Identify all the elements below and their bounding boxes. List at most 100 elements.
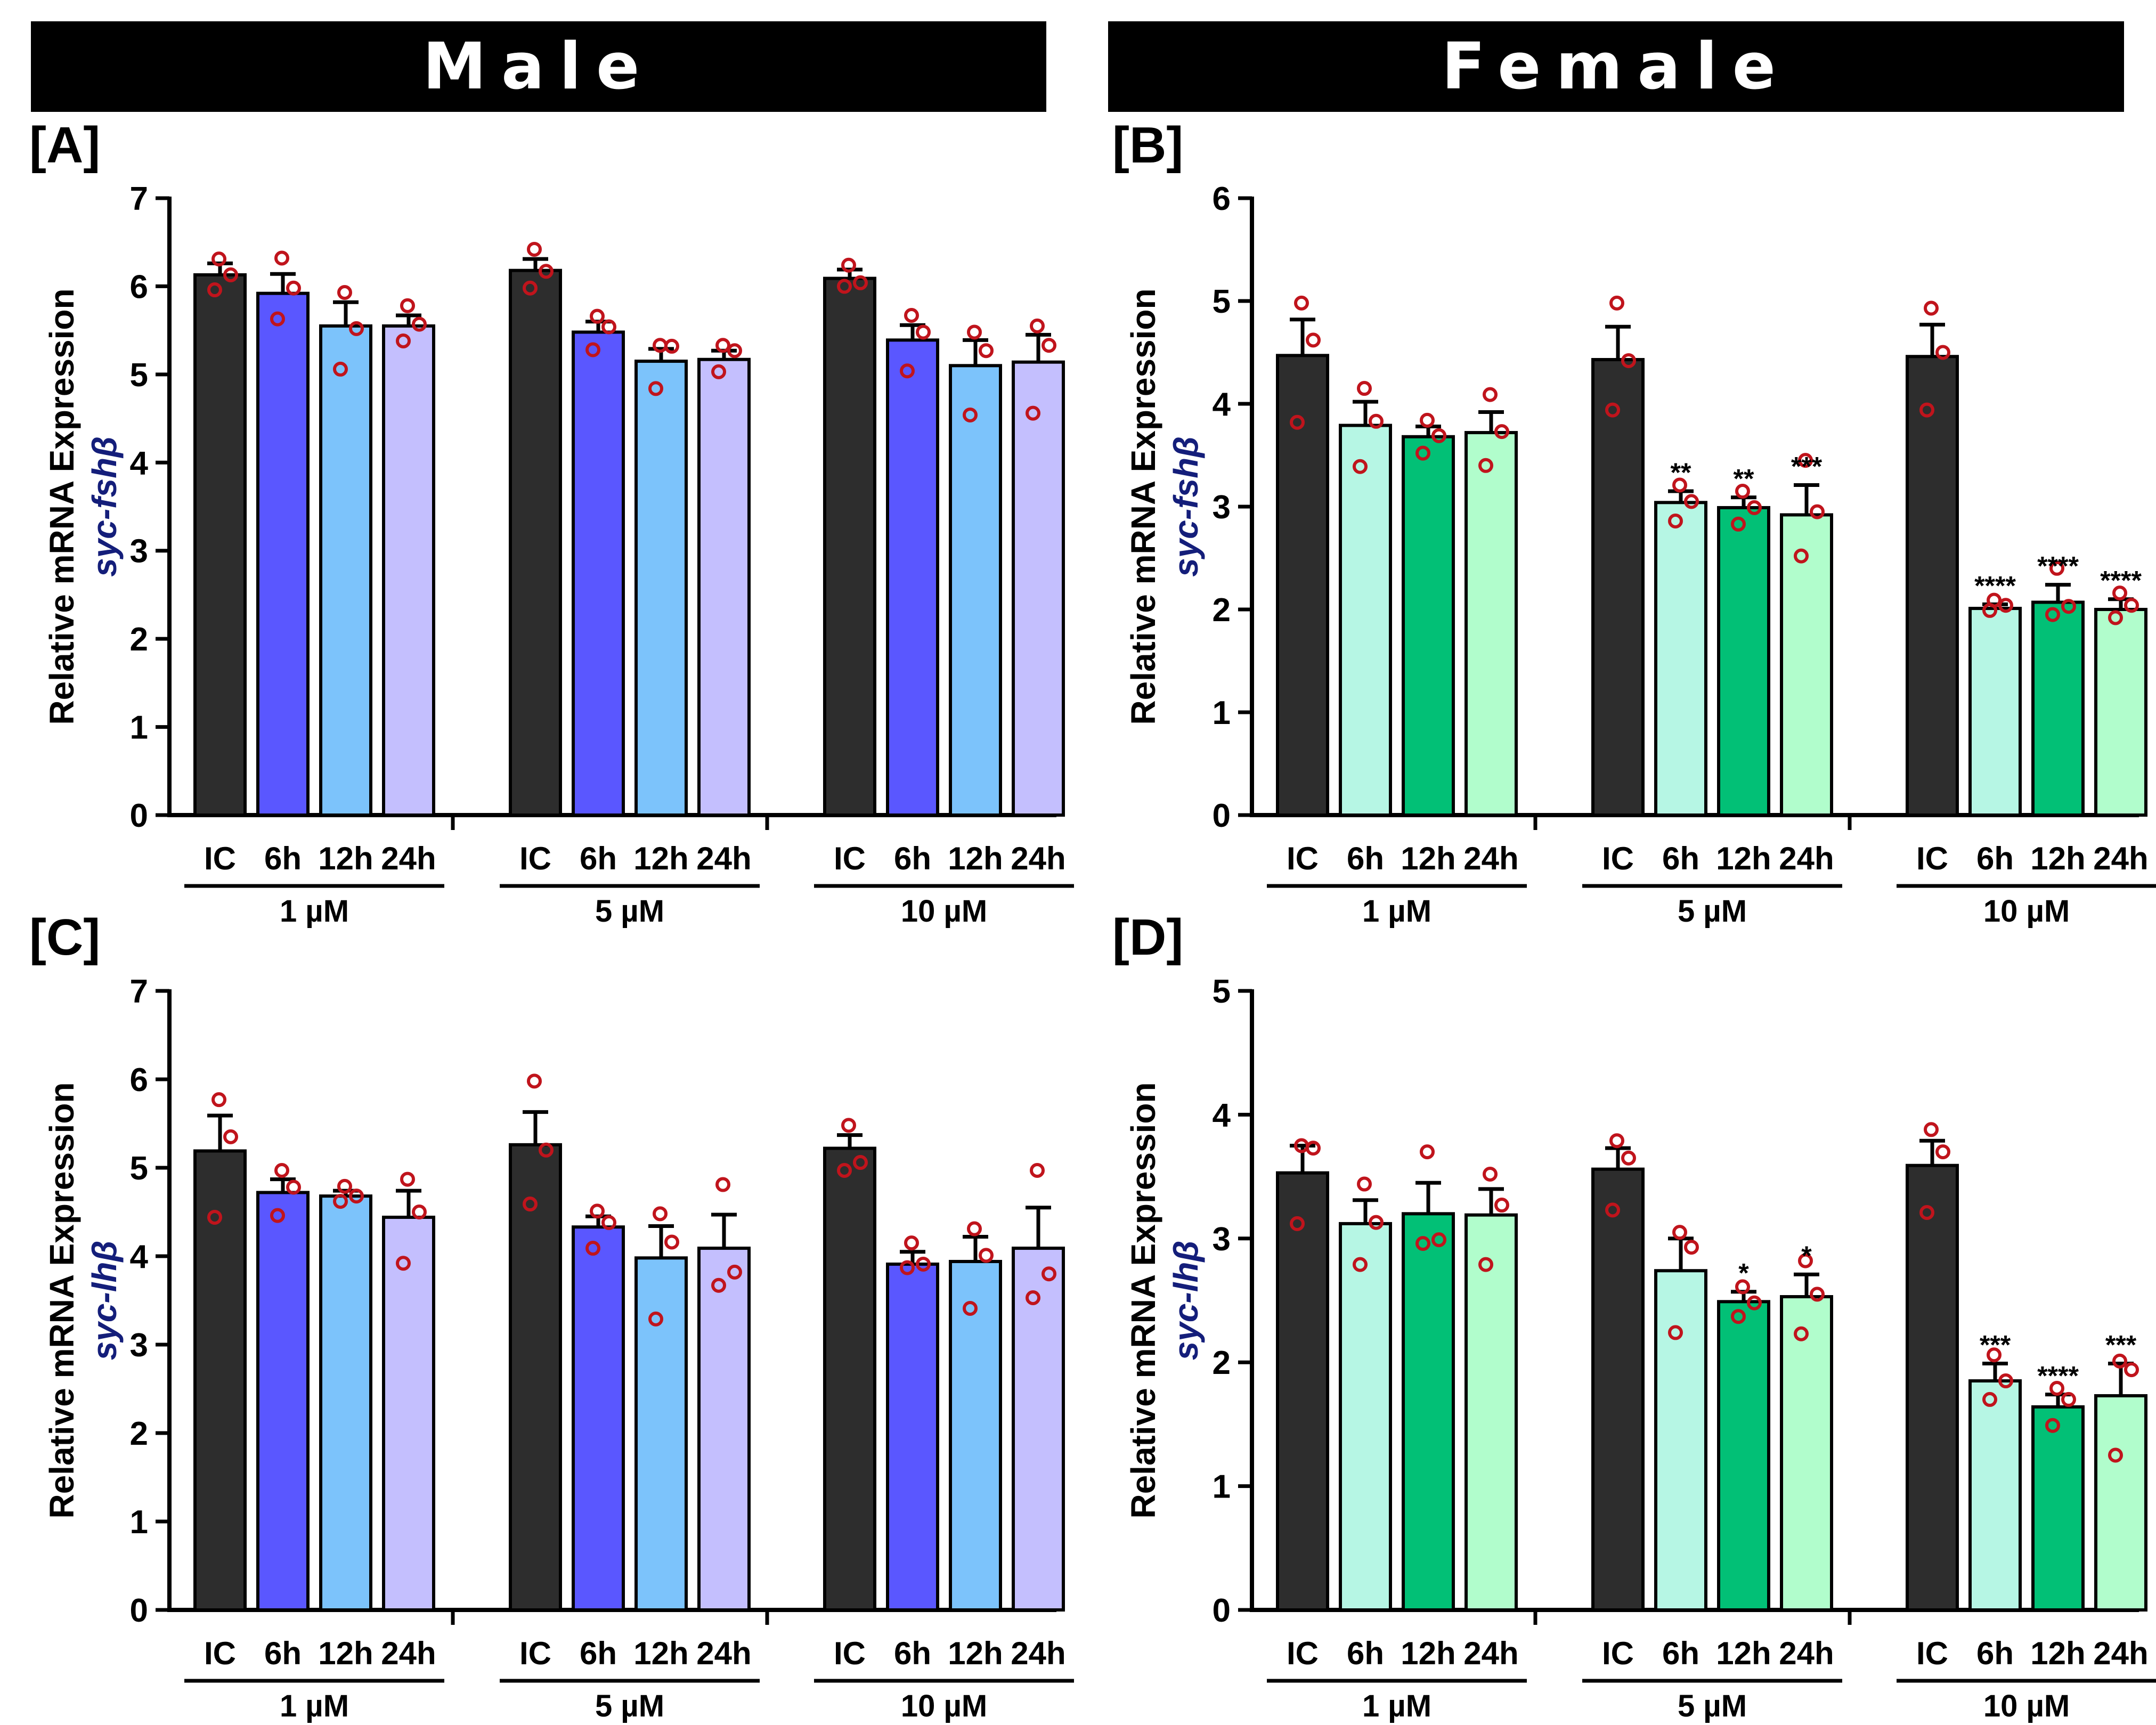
data-point (1369, 1215, 1384, 1230)
bar (886, 338, 939, 817)
x-tick-label: 24h (1463, 1636, 1518, 1671)
y-tick-label: 3 (1213, 489, 1231, 526)
data-point (664, 338, 679, 354)
y-tick-label: 5 (1213, 283, 1231, 320)
significance-label: **** (2037, 1361, 2079, 1391)
y-tick-label: 6 (130, 268, 148, 305)
data-point (2112, 1353, 2127, 1369)
data-point (1483, 1166, 1498, 1182)
data-point (1919, 1205, 1934, 1220)
group-label: 5 µM (595, 1689, 664, 1723)
x-tick-label: 6h (1347, 1636, 1384, 1671)
male-banner: Male (31, 21, 1046, 112)
data-point (979, 343, 994, 359)
x-tick-label: 6h (580, 841, 617, 876)
bar (2031, 600, 2085, 817)
data-point (2045, 607, 2060, 622)
data-point (1294, 295, 1309, 311)
bar (634, 1256, 688, 1612)
y-tick-label: 4 (1213, 386, 1231, 423)
data-point (904, 1235, 919, 1251)
data-point (967, 1221, 982, 1236)
bar (823, 276, 876, 817)
data-point (1415, 445, 1430, 461)
bar (949, 364, 1002, 817)
bar (697, 1247, 751, 1612)
data-point (1998, 598, 2013, 613)
bar (1780, 1295, 1833, 1612)
x-tick-label: IC (1916, 841, 1948, 876)
data-point (1798, 453, 1813, 468)
data-point (1684, 1240, 1699, 1255)
data-point (1483, 387, 1498, 402)
x-tick-label: 12h (948, 1636, 1003, 1671)
data-point (967, 324, 982, 340)
x-tick-label: 6h (264, 841, 302, 876)
data-point (1672, 477, 1687, 493)
significance-label: ** (1734, 464, 1754, 494)
data-point (1494, 1198, 1509, 1213)
x-tick-label: 12h (948, 841, 1003, 876)
bar (1276, 354, 1329, 817)
y-tick-label: 0 (1213, 1592, 1231, 1629)
data-point (1919, 402, 1934, 418)
bar (1591, 358, 1645, 817)
data-point (1605, 1202, 1620, 1218)
y-tick-label: 3 (1213, 1221, 1231, 1258)
y-tick-label: 2 (1213, 592, 1231, 629)
significance-label: * (1801, 1241, 1812, 1271)
significance-label: *** (1980, 1330, 2011, 1360)
data-point (711, 1278, 726, 1293)
group-label: 1 µM (1362, 1689, 1431, 1723)
panel-label: [D] (1112, 909, 1183, 966)
group-label: 10 µM (1983, 894, 2070, 929)
data-point (1810, 1287, 1825, 1302)
group-label: 10 µM (1983, 1689, 2070, 1723)
bar (319, 324, 372, 817)
data-point (1353, 1257, 1368, 1272)
x-tick-label: 6h (580, 1636, 617, 1671)
panel-label: [C] (29, 909, 100, 966)
bar (1591, 1167, 1645, 1612)
data-point (979, 1248, 994, 1263)
x-tick-label: 6h (1347, 841, 1384, 876)
x-tick-label: 12h (318, 1636, 373, 1671)
data-point (590, 1203, 605, 1219)
data-point (585, 1241, 600, 1256)
bar (382, 324, 435, 817)
x-tick-label: IC (1602, 1636, 1634, 1671)
data-point (1609, 295, 1624, 311)
x-tick-label: 12h (1401, 841, 1455, 876)
data-point (841, 257, 856, 273)
data-point (711, 364, 726, 379)
data-point (1735, 1279, 1750, 1295)
bar (2094, 608, 2147, 817)
y-tick-label: 1 (130, 710, 148, 746)
bar (1012, 1247, 1065, 1612)
data-point (1306, 1141, 1321, 1156)
data-point (400, 1171, 415, 1187)
x-tick-label: 12h (633, 1636, 688, 1671)
x-tick-label: IC (519, 1636, 551, 1671)
y-axis-label: Relative mRNA Expression syc-fshβ (43, 288, 124, 725)
bar (2094, 1394, 2147, 1612)
data-point (1609, 1133, 1624, 1149)
data-point (396, 1256, 411, 1271)
data-point (853, 275, 868, 290)
data-point (853, 1155, 868, 1170)
data-point (1415, 1236, 1430, 1251)
significance-label: ** (1671, 458, 1691, 487)
data-point (1794, 548, 1809, 564)
y-tick-label: 5 (130, 1150, 148, 1187)
y-tick-label: 2 (130, 621, 148, 658)
data-point (727, 1264, 742, 1280)
bar (1654, 1269, 1707, 1612)
data-point (1357, 1176, 1372, 1192)
data-point (900, 363, 915, 379)
data-point (715, 1177, 730, 1192)
x-tick-label: 24h (1011, 841, 1065, 876)
bar (1968, 607, 2022, 817)
bar (1402, 1212, 1455, 1612)
bar (1717, 1300, 1770, 1612)
